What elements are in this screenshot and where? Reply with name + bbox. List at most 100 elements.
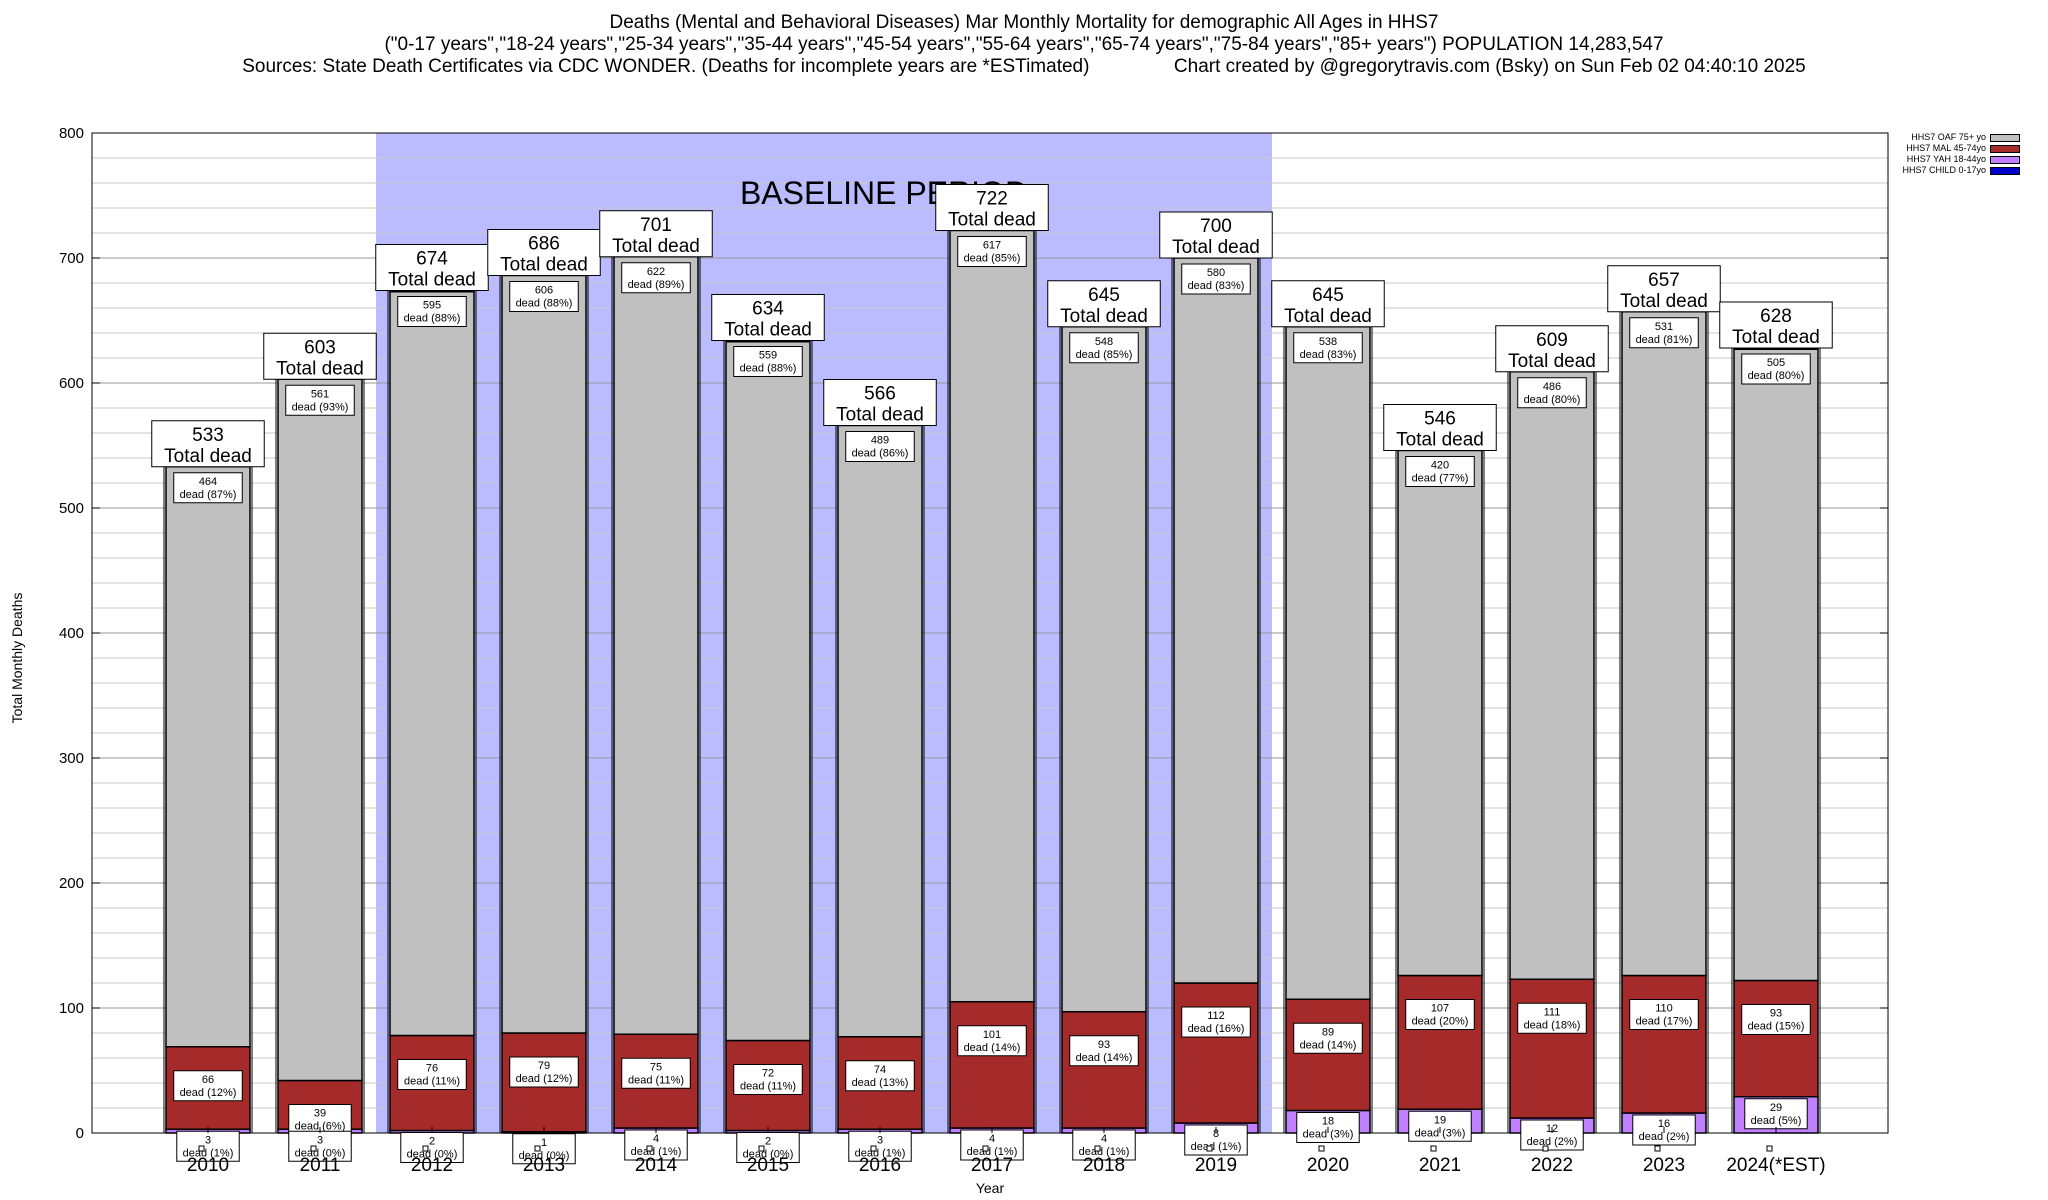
oaf-data-label-box: [1405, 456, 1475, 487]
y-tick-label: 500: [59, 500, 84, 517]
oaf-data-label: 606: [535, 285, 553, 297]
legend-label: HHS7 YAH 18-44yo: [1906, 154, 1986, 164]
bar-segment-oaf: [1397, 449, 1483, 977]
yah-data-label: dead (0%): [519, 1150, 570, 1162]
yah-data-label: dead (1%): [183, 1147, 234, 1159]
oaf-data-label-box: [845, 431, 915, 462]
total-label: Total dead: [1172, 237, 1260, 258]
x-tick-label: 2017: [971, 1155, 1013, 1176]
mal-data-label-box: [1293, 1022, 1363, 1054]
total-label: Total dead: [388, 270, 476, 291]
yah-data-label: 4: [1101, 1133, 1107, 1145]
total-label: Total dead: [724, 320, 812, 341]
oaf-data-label: dead (87%): [180, 489, 237, 501]
bar-segment-oaf: [1621, 311, 1707, 977]
x-tick-label: 2013: [523, 1155, 565, 1176]
mal-data-label: 93: [1770, 1008, 1782, 1020]
yah-data-label: dead (0%): [743, 1149, 794, 1161]
mal-data-label: 112: [1207, 1010, 1225, 1022]
legend-item-yah: HHS7 YAH 18-44yo: [1902, 154, 2020, 165]
mal-data-label-box: [1069, 1035, 1139, 1067]
mal-data-label-box: [621, 1057, 691, 1089]
oaf-data-label: 622: [647, 266, 665, 278]
total-label: Total dead: [164, 446, 252, 467]
child-marker: [1542, 1145, 1549, 1152]
total-label: 645: [1312, 285, 1344, 306]
yah-data-label-box: [736, 1132, 800, 1163]
mal-data-label: 74: [874, 1064, 886, 1076]
child-marker: [422, 1145, 429, 1152]
mal-data-label: dead (11%): [404, 1076, 460, 1088]
total-label: 609: [1536, 330, 1568, 351]
mal-data-label: 110: [1655, 1003, 1673, 1015]
total-label-box: [1271, 280, 1385, 328]
x-tick-label: 2022: [1531, 1155, 1573, 1176]
oaf-data-label: 559: [759, 350, 777, 362]
oaf-data-label: dead (89%): [628, 279, 685, 291]
oaf-data-label: dead (83%): [1188, 280, 1245, 292]
bar-segment-oaf: [1509, 371, 1595, 980]
total-label-box: [1495, 325, 1609, 373]
mal-data-label: 89: [1322, 1026, 1334, 1038]
bar-segment-mal: [1733, 979, 1819, 1098]
x-tick-label: 2018: [1083, 1155, 1125, 1176]
chart-subtitle-age-groups: ("0-17 years","18-24 years","25-34 years…: [384, 34, 1664, 55]
legend-item-oaf: HHS7 OAF 75+ yo: [1902, 132, 2020, 143]
oaf-data-label: dead (81%): [1636, 334, 1693, 346]
yah-data-label: 4: [989, 1133, 995, 1145]
total-label: 645: [1088, 285, 1120, 306]
child-marker: [982, 1145, 989, 1152]
oaf-data-label-box: [509, 281, 579, 312]
total-label: Total dead: [1732, 327, 1820, 348]
legend-item-mal: HHS7 MAL 45-74yo: [1902, 143, 2020, 154]
yah-data-label: dead (0%): [295, 1147, 346, 1159]
mal-data-label: dead (6%): [295, 1121, 346, 1133]
mal-data-label: dead (20%): [1412, 1016, 1469, 1028]
x-tick-label: 2011: [300, 1155, 341, 1176]
oaf-data-label-box: [733, 346, 803, 377]
bar-segment-oaf: [277, 378, 363, 1082]
oaf-data-label-box: [1741, 353, 1811, 385]
bar-segment-mal: [1509, 978, 1595, 1119]
oaf-data-label-box: [1069, 332, 1139, 364]
legend-label: HHS7 CHILD 0-17yo: [1902, 165, 1986, 175]
x-tick-label: 2021: [1419, 1155, 1461, 1176]
mal-data-label: dead (12%): [180, 1087, 237, 1099]
mal-data-label: dead (14%): [1300, 1039, 1357, 1051]
yah-data-label: dead (1%): [967, 1146, 1018, 1158]
yah-data-label: dead (0%): [407, 1149, 458, 1161]
total-label: 628: [1760, 306, 1792, 327]
mal-data-label: 107: [1431, 1003, 1449, 1015]
yah-data-label-box: [176, 1130, 240, 1162]
oaf-data-label: dead (93%): [292, 401, 349, 413]
mal-data-label: dead (12%): [516, 1073, 573, 1085]
mal-data-label-box: [1405, 999, 1475, 1030]
bar-segment-oaf: [1061, 326, 1147, 1013]
total-label: Total dead: [1396, 430, 1484, 451]
bar-segment-oaf: [725, 341, 811, 1042]
oaf-data-label-box: [957, 236, 1027, 267]
total-label-box: [935, 184, 1049, 231]
oaf-data-label-box: [1293, 332, 1363, 364]
mal-data-label-box: [397, 1059, 467, 1090]
x-tick-label: 2014: [635, 1155, 678, 1176]
oaf-data-label: 489: [871, 435, 889, 447]
child-marker: [1654, 1145, 1661, 1152]
total-label-box: [375, 244, 489, 291]
total-label-box: [151, 420, 265, 468]
mal-data-label-box: [845, 1060, 915, 1092]
total-label: 701: [640, 215, 672, 236]
x-tick-label: 2012: [411, 1155, 453, 1176]
yah-data-label: dead (2%): [1639, 1131, 1690, 1143]
oaf-data-label: dead (88%): [740, 363, 797, 375]
total-label: Total dead: [1620, 291, 1708, 312]
x-tick-label: 2024(*EST): [1726, 1155, 1825, 1176]
yah-data-label: dead (1%): [855, 1147, 906, 1159]
mal-data-label: dead (16%): [1188, 1023, 1245, 1035]
chart-credit: Chart created by @gregorytravis.com (Bsk…: [1173, 56, 1806, 77]
oaf-data-label: dead (80%): [1524, 394, 1581, 406]
total-label: Total dead: [948, 210, 1036, 231]
oaf-data-label: dead (85%): [964, 253, 1021, 265]
yah-data-label: 8: [1213, 1128, 1219, 1140]
bar-segment-oaf: [1733, 348, 1819, 982]
